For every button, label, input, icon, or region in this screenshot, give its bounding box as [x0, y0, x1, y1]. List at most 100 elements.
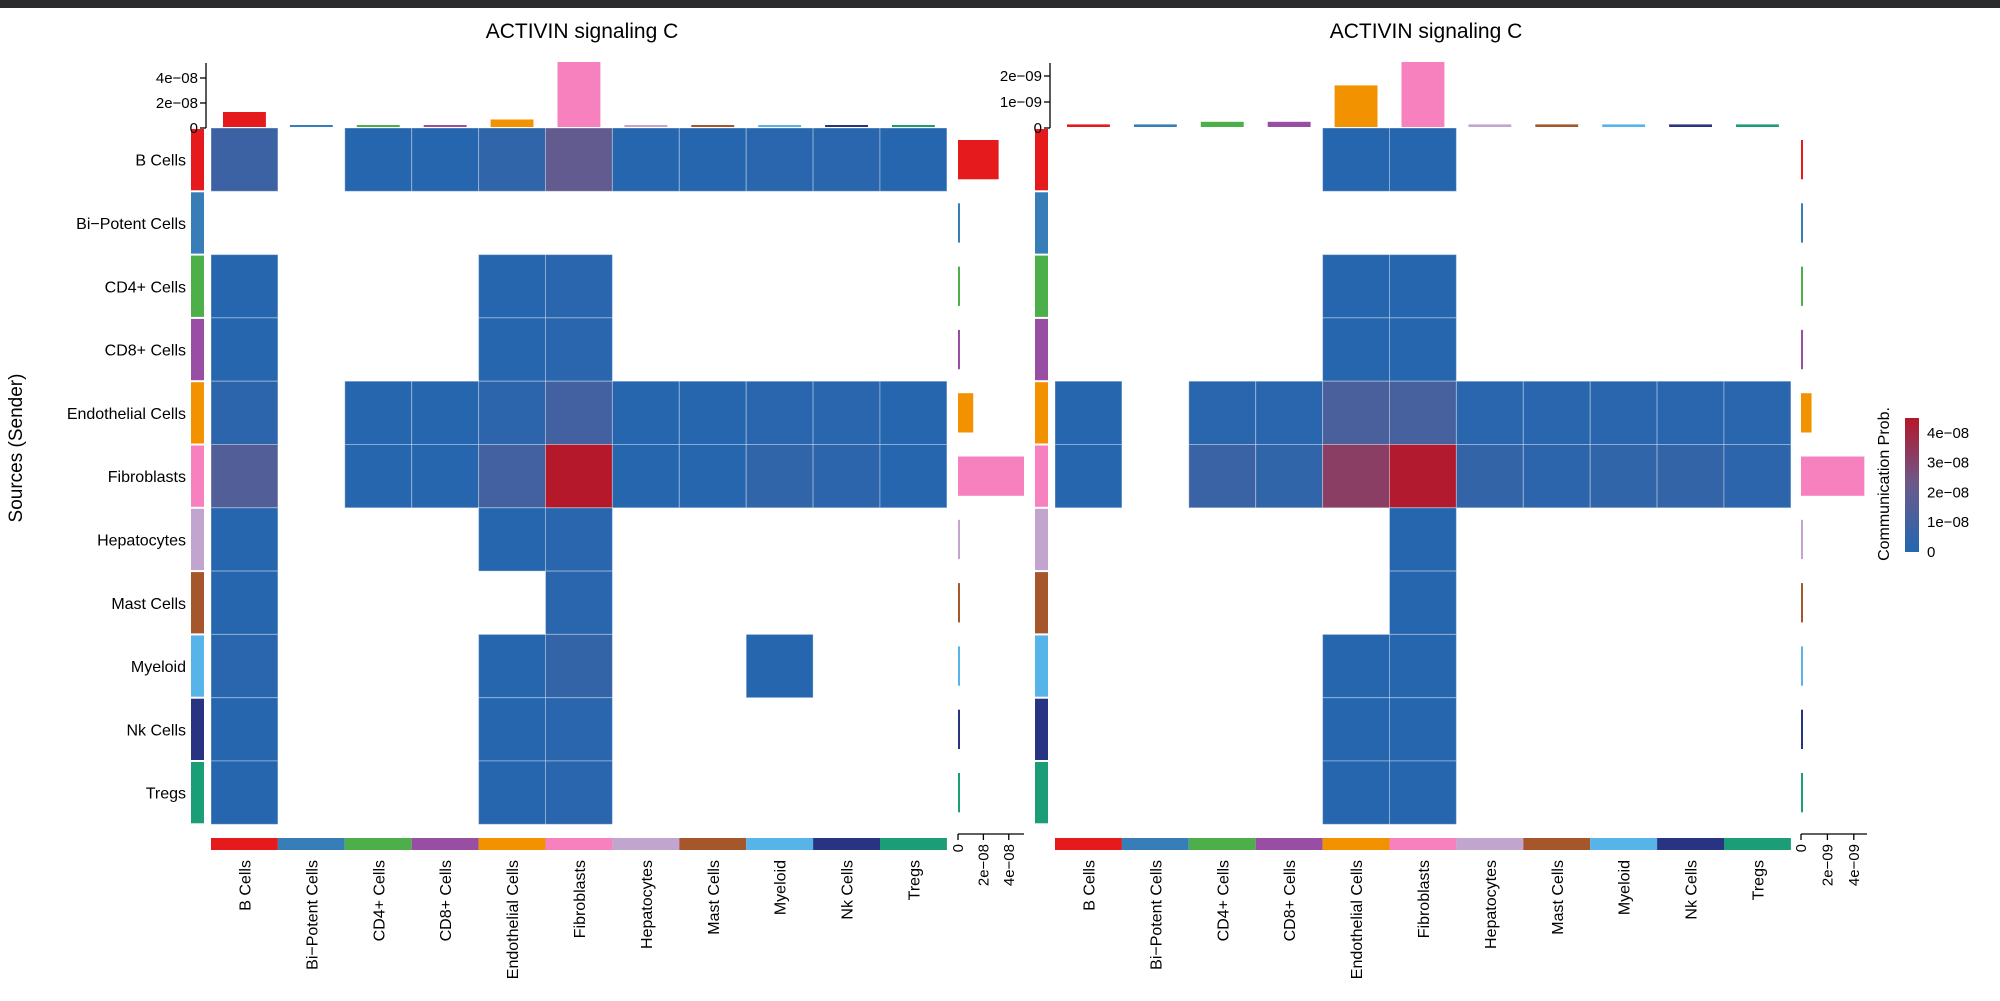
column-label: Mast Cells [706, 860, 723, 935]
right-bar [1801, 329, 1803, 370]
heatmap-cell [210, 633, 279, 699]
column-color-strip [1322, 838, 1390, 850]
heatmap-cell [1389, 317, 1457, 382]
top-bar [1133, 124, 1177, 127]
row-label: Bi−Potent Cells [76, 216, 186, 233]
top-bar [1602, 124, 1646, 127]
right-bar [958, 393, 974, 433]
column-color-strip [746, 838, 814, 850]
heatmap-cell [812, 127, 881, 192]
row-label: CD4+ Cells [105, 279, 186, 296]
heatmap-cell [1255, 444, 1324, 509]
heatmap-cell [210, 380, 279, 446]
column-color-strip [813, 838, 880, 850]
top-bar [490, 119, 534, 127]
heatmap-cell [545, 254, 613, 319]
column-color-strip [1590, 838, 1658, 850]
row-label: Endothelial Cells [67, 406, 186, 423]
heatmap-cell [1656, 380, 1725, 446]
heatmap-cell [545, 633, 613, 699]
top-bar [423, 125, 467, 127]
heatmap-cell [1455, 380, 1524, 446]
heatmap-cell [1322, 254, 1390, 319]
heatmap-cell [1322, 633, 1390, 699]
right-bar-tick-label: 4e−09 [1846, 844, 1863, 886]
heatmap-cell [1389, 633, 1457, 699]
heatmap-cell [879, 127, 948, 192]
legend-colorbar [1905, 418, 1919, 552]
column-label: Endothelial Cells [505, 860, 522, 979]
row-color-strip [1035, 762, 1048, 824]
top-bar [825, 125, 868, 127]
column-color-strip [411, 838, 479, 850]
row-color-strip [1035, 318, 1048, 381]
right-bar [1801, 393, 1812, 433]
heatmap-cell [1455, 444, 1524, 509]
heatmap-figure: Sources (Sender) ACTIVIN signaling C B Cel… [6, 20, 1969, 979]
right-bar-tick-label: 2e−08 [975, 844, 992, 886]
column-label: B Cells [1081, 860, 1098, 911]
heatmap-cell [478, 254, 547, 319]
heatmap-cell [545, 697, 613, 762]
heatmap-cell [545, 317, 613, 382]
legend-tick-label: 4e−08 [1927, 425, 1969, 442]
column-color-strip [679, 838, 747, 850]
right-bar [958, 646, 960, 686]
legend-tick-label: 0 [1927, 544, 1935, 561]
heatmap-cell [411, 380, 480, 446]
column-label: Myeloid [1617, 860, 1634, 915]
heatmap-cell [812, 380, 881, 446]
column-label: CD8+ Cells [1282, 860, 1299, 941]
heatmap-cell [478, 317, 547, 382]
heatmap-cell [879, 444, 948, 509]
row-color-strip [191, 318, 204, 381]
right-bar [1801, 646, 1803, 686]
column-color-strip [1456, 838, 1524, 850]
heatmap-cell [678, 444, 747, 509]
column-label: Fibroblasts [1416, 860, 1433, 938]
row-color-strip [1035, 508, 1048, 571]
column-label: Endothelial Cells [1349, 860, 1366, 979]
row-color-strip [1035, 635, 1048, 697]
top-bar [1267, 121, 1311, 127]
right-bar [1801, 773, 1803, 813]
top-bar [1334, 85, 1378, 127]
column-label: Nk Cells [1684, 860, 1701, 920]
column-color-strip [612, 838, 680, 850]
heatmap-cell [1389, 507, 1457, 572]
top-bar [758, 125, 802, 127]
right-bar [1801, 583, 1803, 623]
heatmap-cell [611, 444, 680, 509]
row-label: Nk Cells [126, 722, 186, 739]
heatmap-cell [1389, 570, 1457, 635]
column-color-strip [1121, 838, 1189, 850]
heatmap-cell [1322, 760, 1390, 825]
heatmap-cell [745, 380, 814, 446]
heatmap-cell [210, 760, 279, 825]
top-bar [691, 125, 735, 127]
right-bar [958, 456, 1024, 496]
heatmap-cell [478, 444, 547, 509]
heatmap-cell [1188, 444, 1257, 509]
heatmap-cell [1656, 444, 1725, 509]
legend-title: Communication Prob. [1876, 407, 1893, 561]
column-color-strip [1255, 838, 1323, 850]
row-color-strip [191, 445, 204, 507]
row-label: Tregs [146, 786, 186, 803]
heatmap-cell [745, 633, 814, 699]
right-bar [958, 203, 960, 243]
heatmap-cell [210, 507, 279, 572]
right-bar [1801, 709, 1803, 749]
heatmap-cell [611, 127, 680, 192]
heatmap-cell [210, 127, 279, 192]
heatmap-cell [1389, 760, 1457, 825]
right-bar [1801, 140, 1803, 180]
heatmap-cell [344, 380, 413, 446]
top-bar-tick-label: 2e−08 [156, 95, 198, 112]
legend-tick-label: 2e−08 [1927, 484, 1969, 501]
right-bar [958, 329, 960, 370]
row-color-strip [1035, 698, 1048, 760]
column-color-strip [344, 838, 412, 850]
heatmap-cell [678, 380, 747, 446]
right-bar [958, 140, 999, 180]
